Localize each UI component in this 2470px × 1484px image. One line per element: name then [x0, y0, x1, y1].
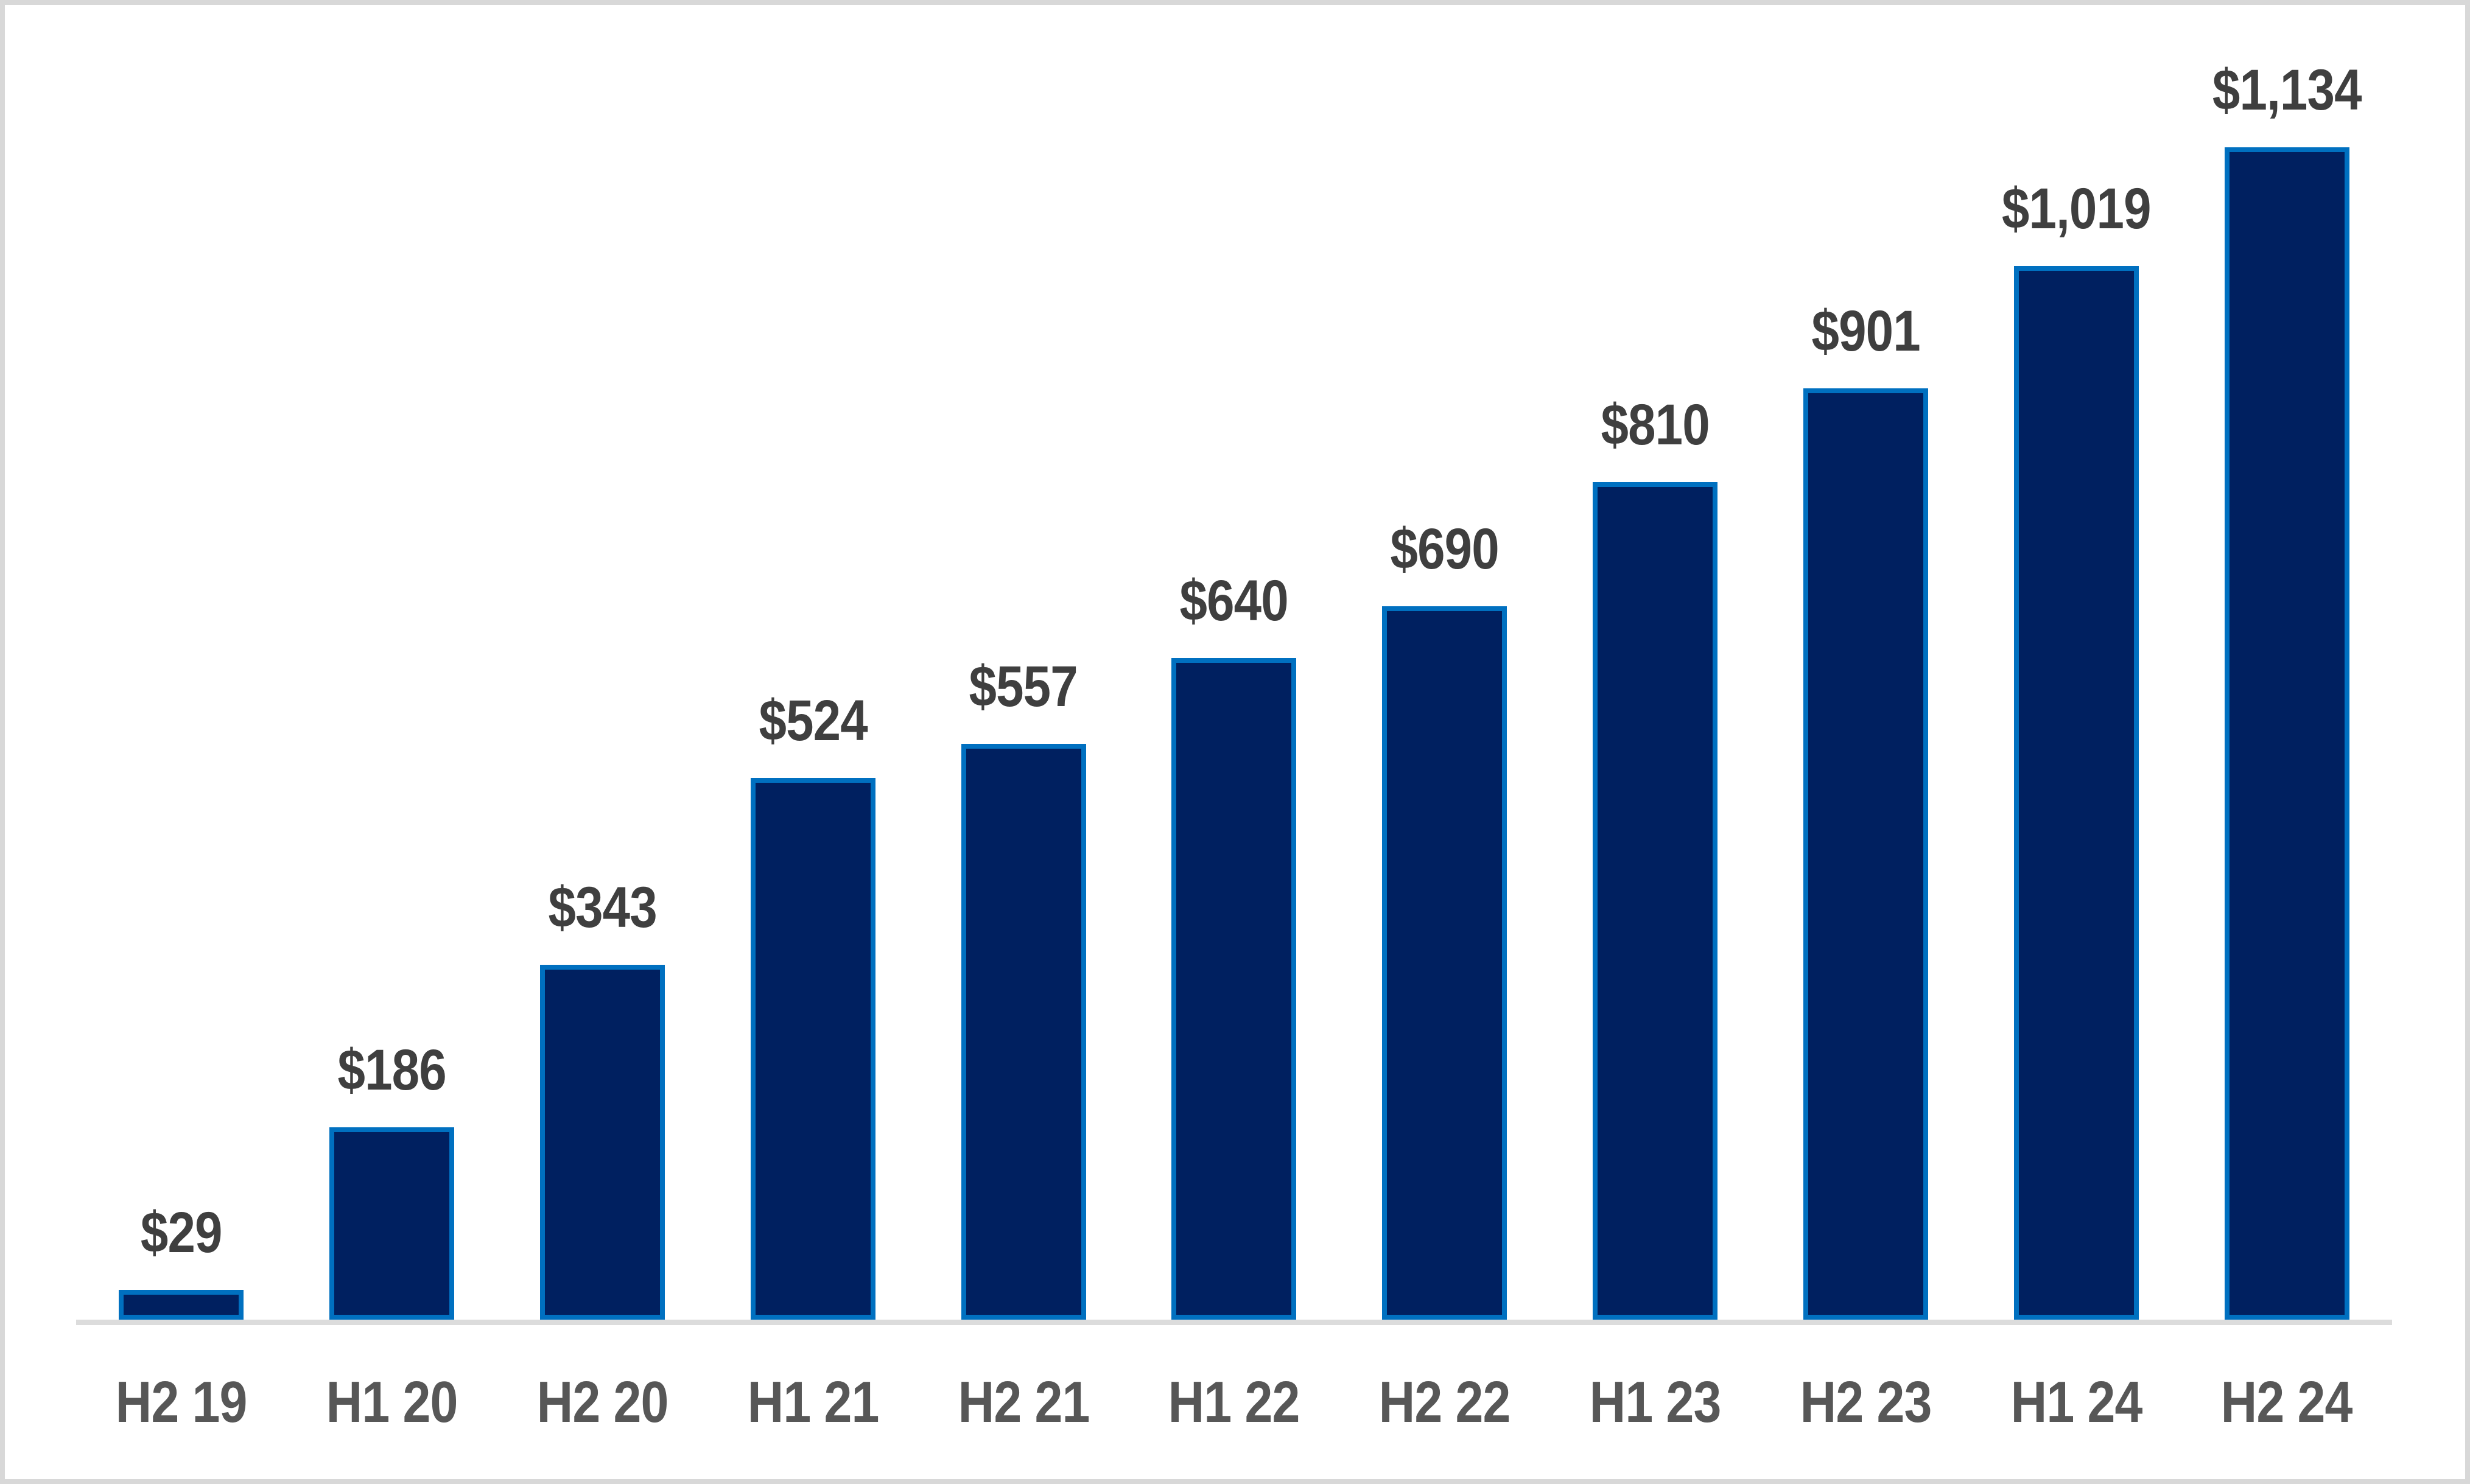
x-axis-label: H2 21 — [918, 1370, 1129, 1435]
plot-area: $29 $186 $343 $524 $557 $640 $69 — [76, 5, 2392, 1320]
bar-h2-21 — [961, 744, 1086, 1320]
bar-column: $1,019 — [1971, 177, 2181, 1320]
bar-column: $524 — [707, 688, 918, 1320]
x-axis-label-text: H2 23 — [1800, 1370, 1932, 1435]
x-axis-line — [76, 1320, 2392, 1325]
x-axis-label-text: H2 20 — [536, 1370, 669, 1435]
bar-column: $1,134 — [2181, 58, 2392, 1320]
bar-value-label: $524 — [750, 688, 876, 753]
bar-value-text: $29 — [141, 1200, 223, 1265]
bar-h2-22 — [1382, 606, 1507, 1320]
bar-value-text: $186 — [337, 1037, 447, 1102]
bar-value-label: $690 — [1381, 517, 1507, 581]
bar-value-label: $29 — [134, 1200, 229, 1265]
x-axis-label-text: H2 24 — [2221, 1370, 2353, 1435]
bar-column: $29 — [76, 1200, 287, 1320]
bar-value-label: $1,134 — [2200, 58, 2374, 122]
x-axis-label-text: H1 21 — [747, 1370, 879, 1435]
x-axis-label-text: H1 24 — [2010, 1370, 2142, 1435]
x-axis-label: H2 24 — [2181, 1370, 2392, 1435]
bar-value-label: $640 — [1171, 569, 1297, 633]
x-axis-label: H1 22 — [1129, 1370, 1339, 1435]
bar-value-text: $640 — [1179, 568, 1289, 633]
bar-h1-24 — [2013, 266, 2139, 1320]
bar-value-text: $690 — [1390, 516, 1500, 581]
bar-value-text: $1,019 — [2001, 176, 2152, 241]
bar-value-text: $901 — [1811, 298, 1920, 363]
bar-h2-20 — [540, 965, 665, 1320]
bar-column: $557 — [918, 654, 1129, 1320]
bar-value-text: $524 — [759, 688, 868, 753]
bar-value-label: $557 — [960, 654, 1086, 719]
bar-value-text: $343 — [548, 875, 657, 940]
bar-value-label: $186 — [329, 1038, 455, 1102]
x-axis-label: H1 23 — [1550, 1370, 1761, 1435]
bar-value-label: $901 — [1803, 299, 1929, 363]
x-axis-label: H1 24 — [1971, 1370, 2181, 1435]
bar-column: $186 — [287, 1038, 497, 1320]
bar-value-label: $810 — [1592, 393, 1718, 457]
x-axis-label-text: H1 20 — [326, 1370, 458, 1435]
bar-column: $901 — [1761, 299, 1971, 1320]
x-axis-label: H2 22 — [1339, 1370, 1550, 1435]
x-axis-label: H2 23 — [1761, 1370, 1971, 1435]
bar-h2-19 — [119, 1290, 244, 1320]
bar-value-label: $343 — [539, 875, 665, 940]
bar-h1-21 — [750, 778, 875, 1320]
bar-h1-20 — [329, 1127, 455, 1320]
bar-value-text: $810 — [1601, 392, 1710, 457]
bar-h2-24 — [2224, 147, 2349, 1320]
x-axis-labels: H2 19 H1 20 H2 20 H1 21 H2 21 H1 22 H2 2… — [76, 1370, 2392, 1435]
x-axis-label-text: H2 21 — [958, 1370, 1090, 1435]
x-axis-label-text: H2 19 — [115, 1370, 248, 1435]
x-axis-label-text: H1 23 — [1589, 1370, 1722, 1435]
bar-column: $810 — [1550, 393, 1761, 1320]
bar-column: $640 — [1129, 569, 1339, 1320]
bar-h1-22 — [1171, 658, 1297, 1320]
bar-value-text: $1,134 — [2212, 57, 2362, 122]
x-axis-label: H2 19 — [76, 1370, 287, 1435]
bar-value-text: $557 — [969, 654, 1078, 719]
bar-value-label: $1,019 — [1990, 177, 2163, 241]
x-axis-label: H2 20 — [497, 1370, 708, 1435]
x-axis-label: H1 20 — [287, 1370, 497, 1435]
x-axis-label-text: H1 22 — [1168, 1370, 1300, 1435]
bar-column: $690 — [1339, 517, 1550, 1320]
bar-h2-23 — [1803, 388, 1928, 1320]
bar-column: $343 — [497, 875, 708, 1320]
x-axis-label-text: H2 22 — [1378, 1370, 1511, 1435]
x-axis-label: H1 21 — [707, 1370, 918, 1435]
bar-h1-23 — [1593, 482, 1718, 1320]
